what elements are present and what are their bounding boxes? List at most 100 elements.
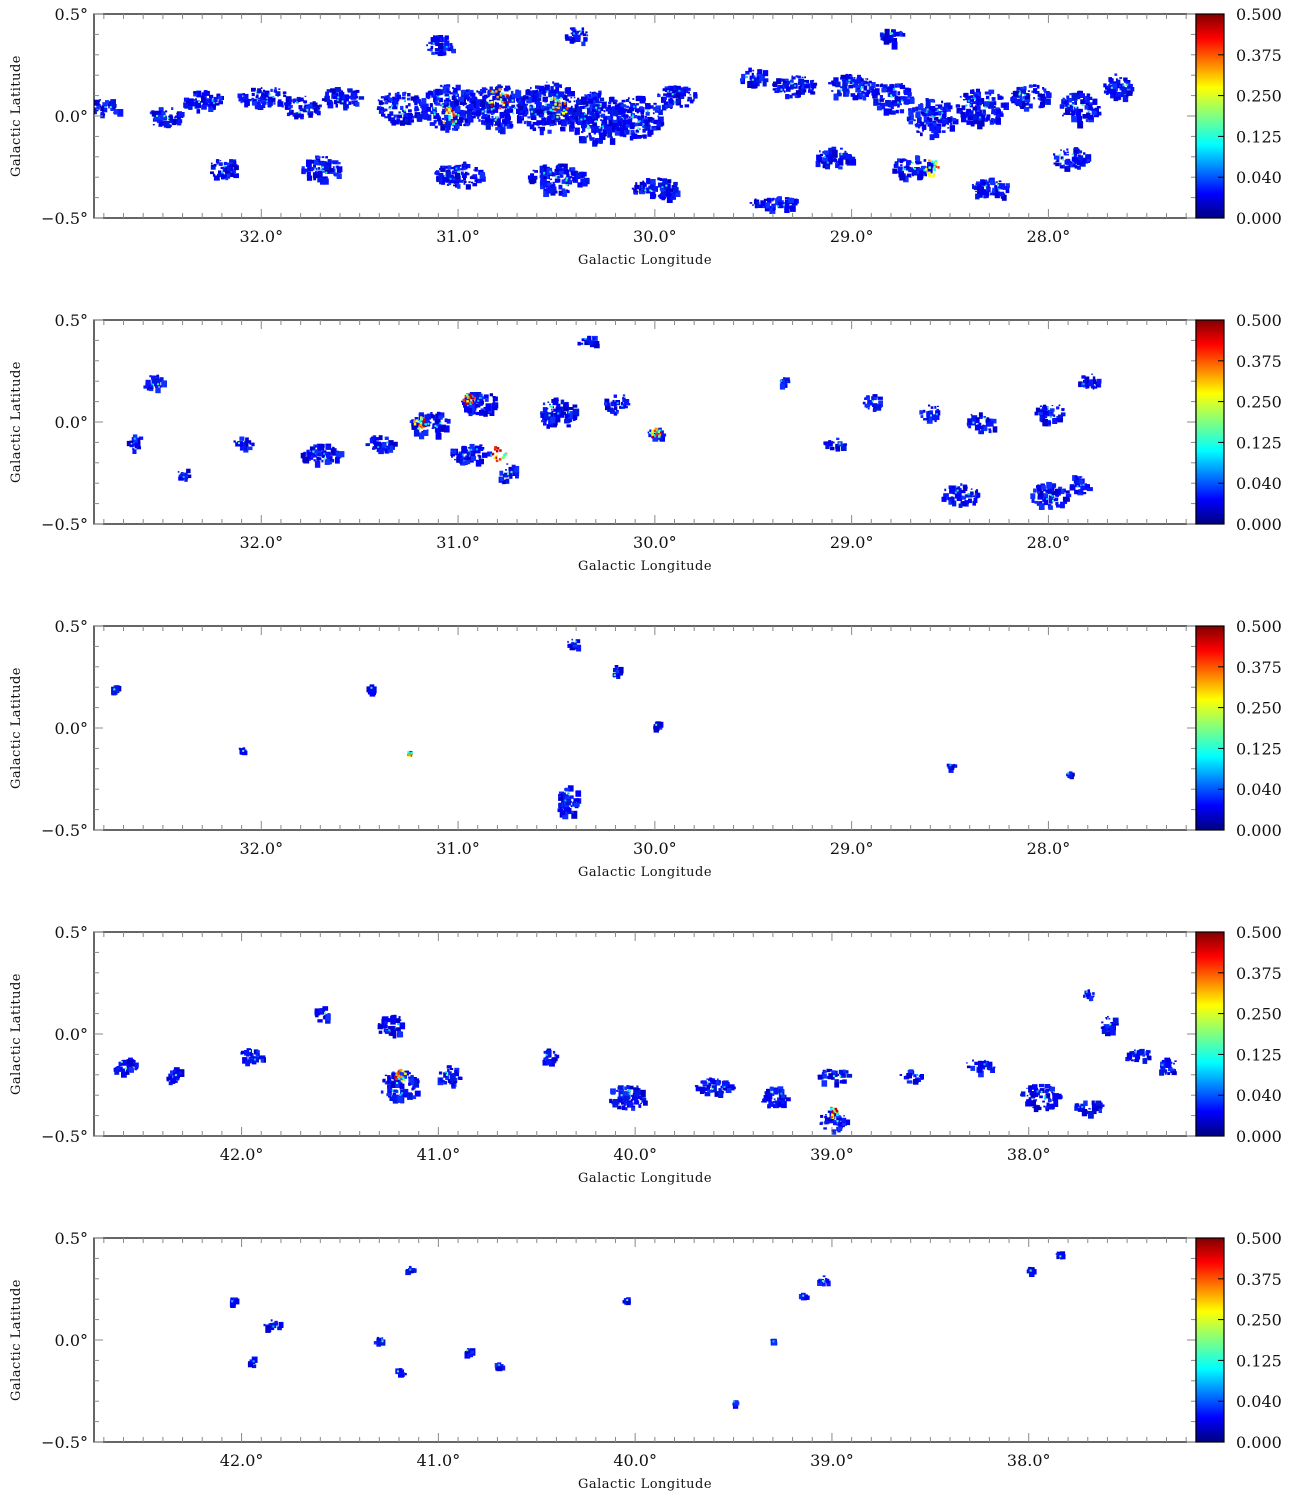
y-tick-label: −0.5°	[41, 821, 88, 840]
emission-clump	[653, 721, 664, 733]
emission-clump	[946, 763, 958, 773]
emission-clump	[740, 67, 769, 89]
x-tick-label: 32.0°	[239, 533, 283, 552]
emission-clump	[1026, 1266, 1037, 1277]
x-axis-label: Galactic Longitude	[578, 1477, 712, 1492]
hotspot	[490, 446, 508, 463]
emission-clump	[647, 427, 667, 442]
emission-clump	[94, 99, 124, 119]
emission-clump	[815, 146, 857, 170]
colorbar-tick-label: 0.125	[1236, 433, 1282, 452]
emission-clump	[828, 73, 880, 101]
y-tick-label: 0.0°	[55, 719, 88, 738]
emission-clump	[395, 1368, 407, 1378]
x-tick-label: 28.0°	[1027, 227, 1071, 246]
emission-clump	[966, 1059, 996, 1078]
emission-clump	[873, 83, 915, 116]
colorbar-tick-label: 0.125	[1236, 739, 1282, 758]
y-tick-label: −0.5°	[41, 209, 88, 228]
x-tick-label: 31.0°	[436, 533, 480, 552]
colorbar: 0.500 0.375 0.250 0.125 0.040 0.000	[1195, 5, 1282, 228]
emission-clump	[498, 463, 520, 485]
y-axis-label: Galactic Latitude	[9, 55, 24, 177]
hotspot	[651, 427, 663, 439]
hotspot	[923, 159, 940, 178]
emission-clump	[464, 1348, 476, 1359]
colorbar: 0.500 0.375 0.250 0.125 0.040 0.000	[1195, 617, 1282, 840]
colorbar-tick-label: 0.125	[1236, 127, 1282, 146]
heatmap-area	[126, 335, 1102, 510]
x-axis-label: Galactic Longitude	[578, 865, 712, 880]
emission-clump	[365, 435, 398, 455]
emission-clump	[1100, 1015, 1119, 1037]
emission-clump	[113, 1057, 139, 1078]
emission-clump	[1055, 1251, 1066, 1260]
emission-clump	[879, 28, 906, 50]
emission-clump	[1059, 90, 1102, 129]
x-tick-label: 32.0°	[239, 839, 283, 858]
y-tick-label: 0.5°	[55, 923, 88, 942]
x-tick-label: 29.0°	[830, 839, 874, 858]
emission-clump	[1069, 475, 1093, 496]
x-tick-label: 30.0°	[633, 227, 677, 246]
emission-clump	[542, 1048, 560, 1067]
y-tick-label: 0.0°	[55, 1331, 88, 1350]
emission-clump	[577, 335, 600, 349]
panel-1: 32.0° 31.0° 30.0° 29.0° 28.0° −0.5° 0.0° 0.5° Ga…	[9, 5, 1282, 268]
heatmap-area	[113, 989, 1177, 1135]
emission-clump	[461, 392, 499, 417]
colorbar-tick-label: 0.250	[1236, 393, 1282, 412]
emission-clump	[899, 1069, 924, 1085]
emission-clump	[166, 1067, 185, 1086]
hotspot	[488, 88, 510, 110]
y-axis-label: Galactic Latitude	[9, 667, 24, 789]
emission-clump	[657, 85, 698, 111]
colorbar: 0.500 0.375 0.250 0.125 0.040 0.000	[1195, 923, 1282, 1146]
emission-clump	[149, 107, 185, 129]
y-tick-label: −0.5°	[41, 515, 88, 534]
emission-clump	[862, 394, 883, 412]
emission-clump	[919, 404, 941, 424]
emission-clump	[183, 90, 224, 114]
hotspot	[413, 416, 427, 430]
heatmap-area	[229, 1251, 1066, 1409]
emission-clump	[567, 90, 626, 147]
hotspot	[407, 750, 413, 757]
emission-clump	[609, 1085, 648, 1111]
x-tick-label: 28.0°	[1027, 533, 1071, 552]
emission-clump	[732, 1400, 740, 1409]
emission-clump	[494, 1362, 506, 1372]
emission-clump	[612, 665, 624, 679]
x-axis-label: Galactic Longitude	[578, 253, 712, 268]
axes-frame	[93, 625, 1197, 831]
x-tick-label: 41.0°	[417, 1451, 461, 1470]
y-tick-label: 0.5°	[55, 1229, 88, 1248]
hotspot	[462, 393, 477, 405]
y-tick-label: 0.0°	[55, 413, 88, 432]
colorbar-tick-label: 0.500	[1236, 1229, 1282, 1248]
emission-clump	[314, 1006, 331, 1024]
colorbar-tick-label: 0.500	[1236, 617, 1282, 636]
emission-clump	[622, 1297, 631, 1306]
x-tick-label: 39.0°	[810, 1451, 854, 1470]
y-axis-label: Galactic Latitude	[9, 361, 24, 483]
colorbar-tick-label: 0.040	[1236, 474, 1282, 493]
emission-clump	[380, 1070, 421, 1104]
emission-clump	[247, 1356, 258, 1369]
colorbar-tick-label: 0.375	[1236, 658, 1282, 677]
emission-clump	[321, 87, 365, 111]
heatmap-area	[94, 27, 1135, 214]
panel-3: 32.0° 31.0° 30.0° 29.0° 28.0° −0.5° 0.0° 0.5° Ga…	[9, 617, 1282, 880]
y-tick-label: 0.0°	[55, 107, 88, 126]
panel-2: 32.0° 31.0° 30.0° 29.0° 28.0° −0.5° 0.0° 0.5° Ga…	[9, 311, 1282, 574]
emission-clump	[1020, 1083, 1063, 1113]
colorbar-tick-label: 0.250	[1236, 699, 1282, 718]
emission-clump	[373, 1336, 386, 1347]
emission-clump	[1103, 73, 1135, 103]
x-tick-label: 38.0°	[1007, 1145, 1051, 1164]
emission-clump	[1078, 373, 1102, 390]
emission-clump	[557, 785, 582, 820]
emission-clump	[434, 161, 486, 190]
emission-clump	[779, 377, 791, 390]
